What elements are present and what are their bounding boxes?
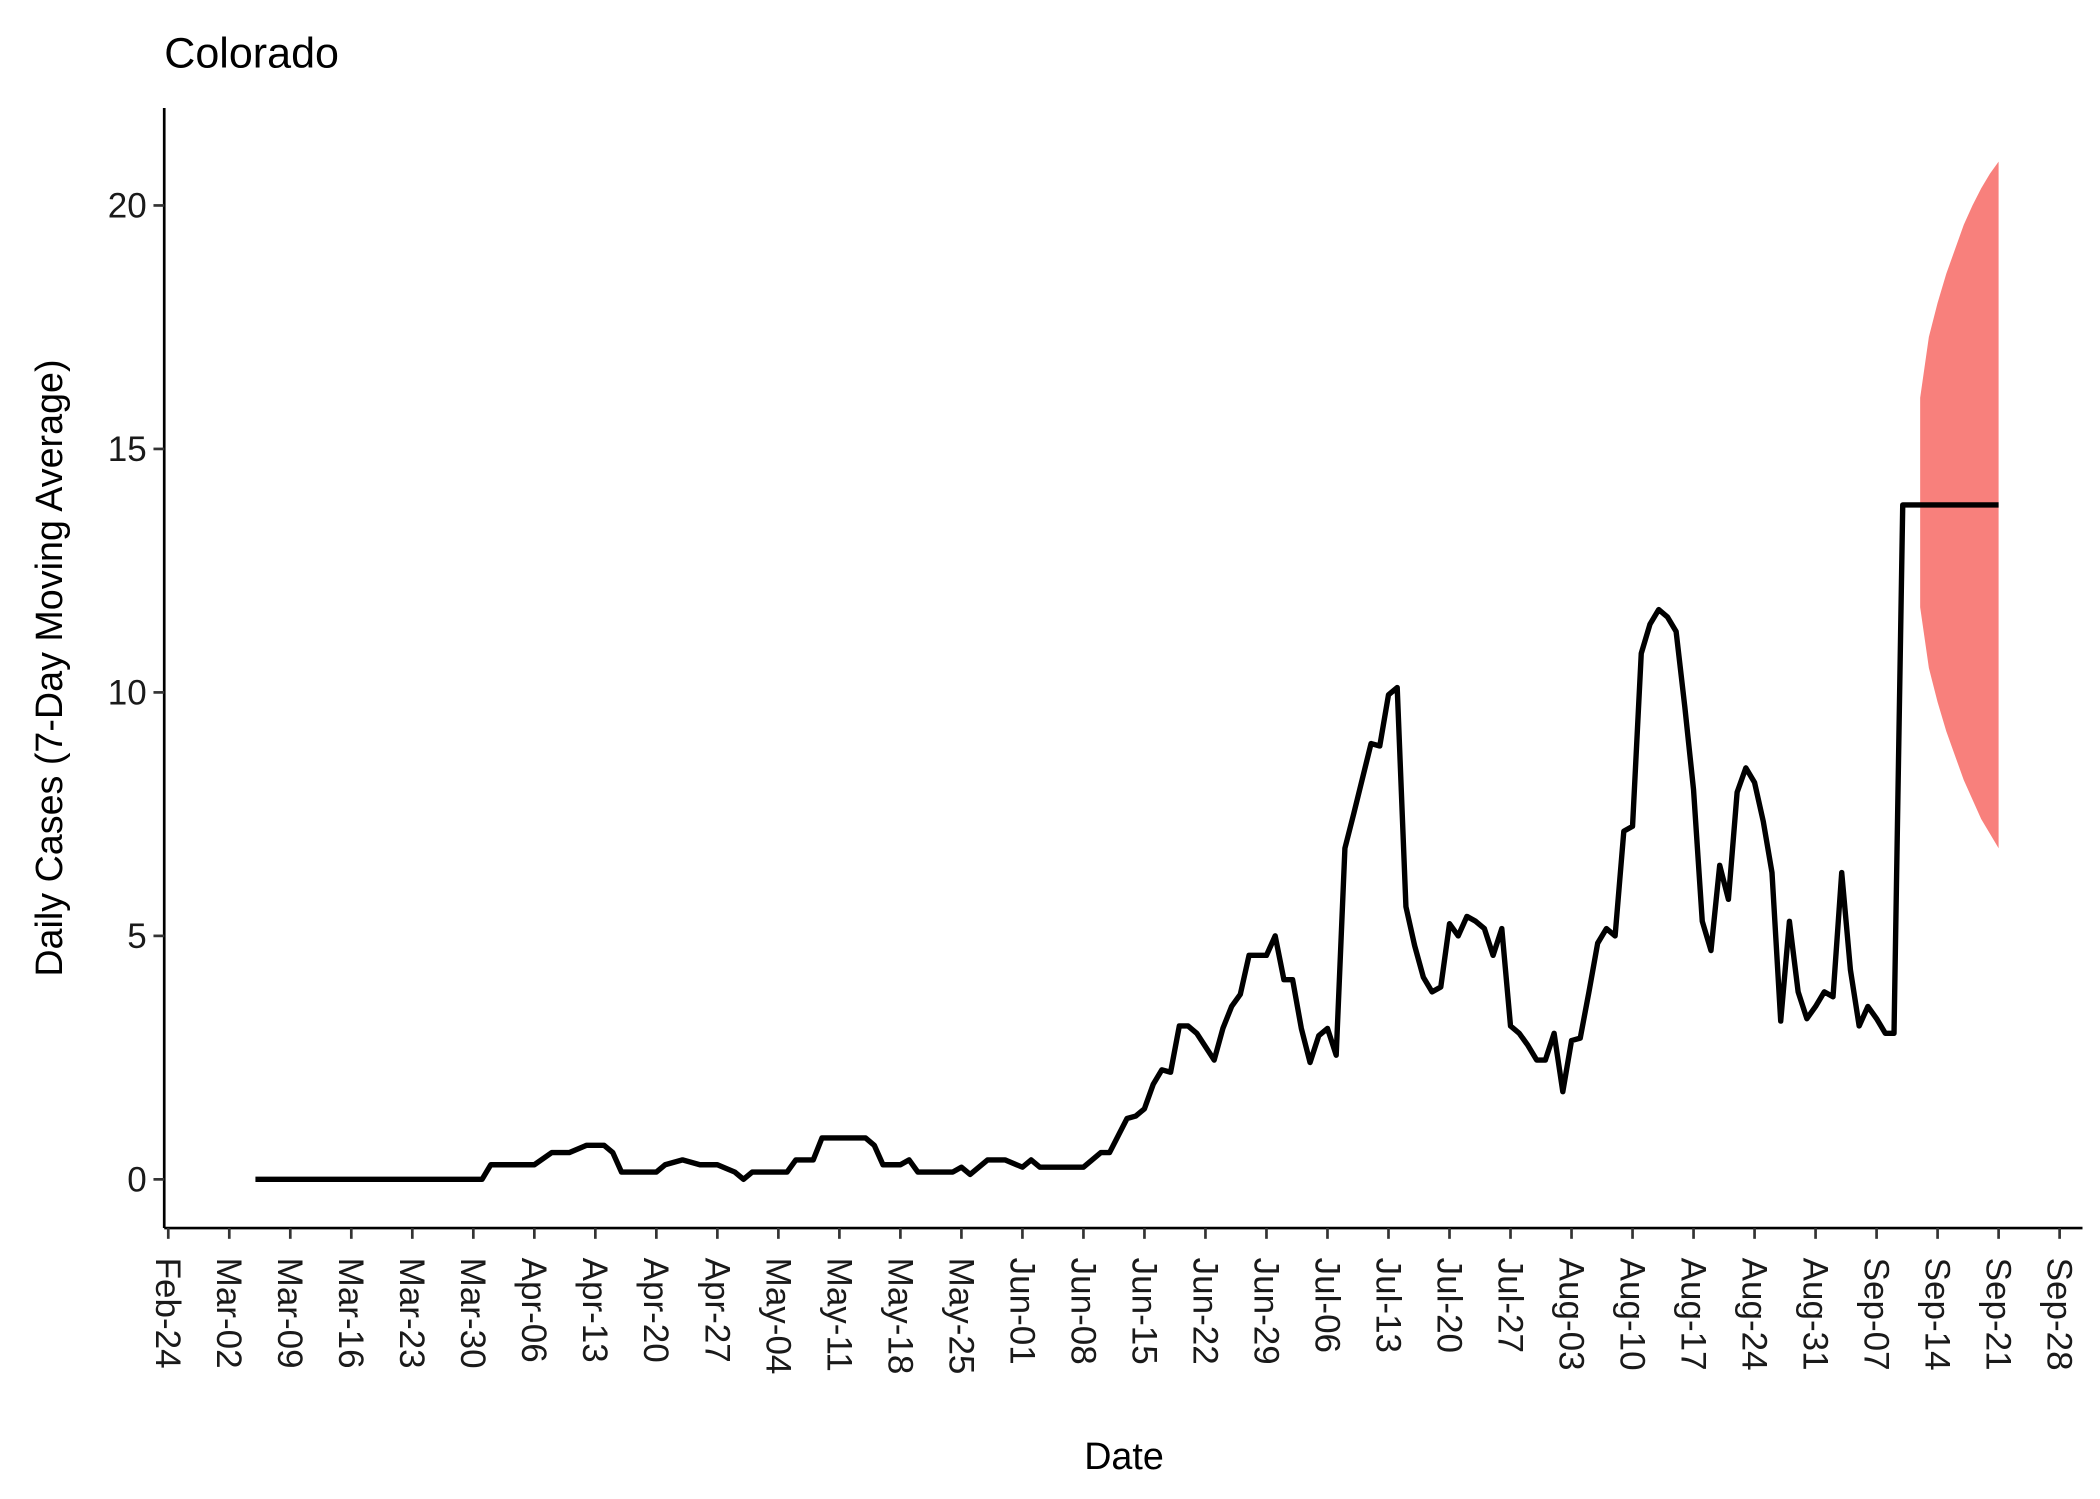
x-tick-label: Jul-27 (1490, 1258, 1529, 1353)
x-tick-label: Jul-06 (1307, 1258, 1346, 1353)
x-tick-label: Mar-09 (270, 1258, 309, 1369)
x-tick-label: Mar-02 (209, 1258, 248, 1369)
x-tick-label: Feb-24 (148, 1258, 187, 1369)
x-tick-label: Apr-20 (636, 1258, 675, 1363)
x-tick-label: Jun-08 (1063, 1258, 1102, 1365)
y-tick-label: 15 (108, 430, 147, 469)
y-tick-label: 10 (108, 674, 147, 713)
x-tick-label: May-04 (758, 1258, 797, 1375)
x-tick-label: Aug-17 (1673, 1258, 1712, 1371)
x-tick-label: May-25 (941, 1258, 980, 1375)
x-tick-label: Mar-30 (453, 1258, 492, 1369)
x-tick-label: Aug-24 (1734, 1258, 1773, 1371)
x-tick-label: Sep-21 (1978, 1258, 2017, 1371)
x-tick-label: Mar-16 (331, 1258, 370, 1369)
chart-title: Colorado (164, 30, 339, 78)
x-tick-label: Jul-13 (1368, 1258, 1407, 1353)
x-tick-label: Sep-07 (1856, 1258, 1895, 1371)
x-tick-label: May-18 (880, 1258, 919, 1375)
x-tick-label: Apr-06 (514, 1258, 553, 1363)
x-tick-label: Jun-15 (1124, 1258, 1163, 1365)
x-tick-label: May-11 (819, 1258, 858, 1372)
x-tick-label: Sep-28 (2040, 1258, 2079, 1371)
x-tick-label: Aug-03 (1551, 1258, 1590, 1371)
y-tick-label: 5 (127, 917, 146, 956)
x-tick-label: Jun-29 (1246, 1258, 1285, 1365)
x-tick-label: Aug-31 (1795, 1258, 1834, 1371)
x-tick-label: Apr-13 (575, 1258, 614, 1363)
x-tick-label: Apr-27 (697, 1258, 736, 1363)
y-axis-label: Daily Cases (7-Day Moving Average) (28, 359, 70, 976)
x-tick-label: Aug-10 (1612, 1258, 1651, 1371)
x-tick-label: Sep-14 (1917, 1258, 1956, 1371)
y-tick-label: 20 (108, 187, 147, 226)
x-axis-label: Date (1084, 1435, 1164, 1477)
x-tick-label: Jun-22 (1185, 1258, 1224, 1365)
x-tick-label: Jul-20 (1429, 1258, 1468, 1353)
x-tick-label: Jun-01 (1002, 1258, 1041, 1365)
x-tick-label: Mar-23 (392, 1258, 431, 1369)
line (255, 502, 1999, 1183)
y-tick-label: 0 (127, 1160, 146, 1199)
